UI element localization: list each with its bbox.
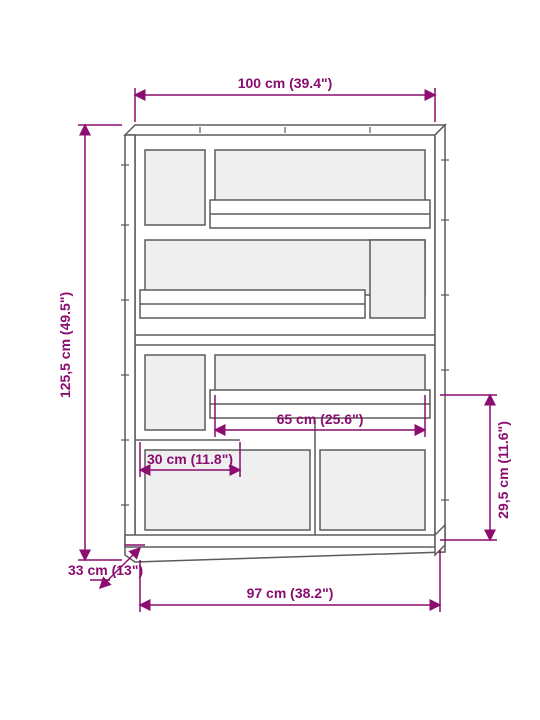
dim-inner-30-label: 30 cm (11.8") [147, 451, 233, 467]
dimension-diagram: 100 cm (39.4") 125,5 cm (49.5") 29,5 cm … [0, 0, 540, 720]
dim-top-width-label: 100 cm (39.4") [238, 75, 333, 91]
dim-right-height-label: 29,5 cm (11.6") [495, 421, 511, 519]
dim-right-height: 29,5 cm (11.6") [440, 395, 511, 540]
dim-top-width: 100 cm (39.4") [135, 75, 435, 122]
bookshelf [121, 125, 449, 562]
dim-left-height: 125,5 cm (49.5") [57, 125, 122, 560]
dim-bottom-97-label: 97 cm (38.2") [247, 585, 334, 601]
dim-depth-33-label: 33 cm (13") [68, 562, 143, 578]
dim-inner-65-label: 65 cm (25.6") [277, 411, 364, 427]
dim-left-height-label: 125,5 cm (49.5") [57, 292, 73, 398]
